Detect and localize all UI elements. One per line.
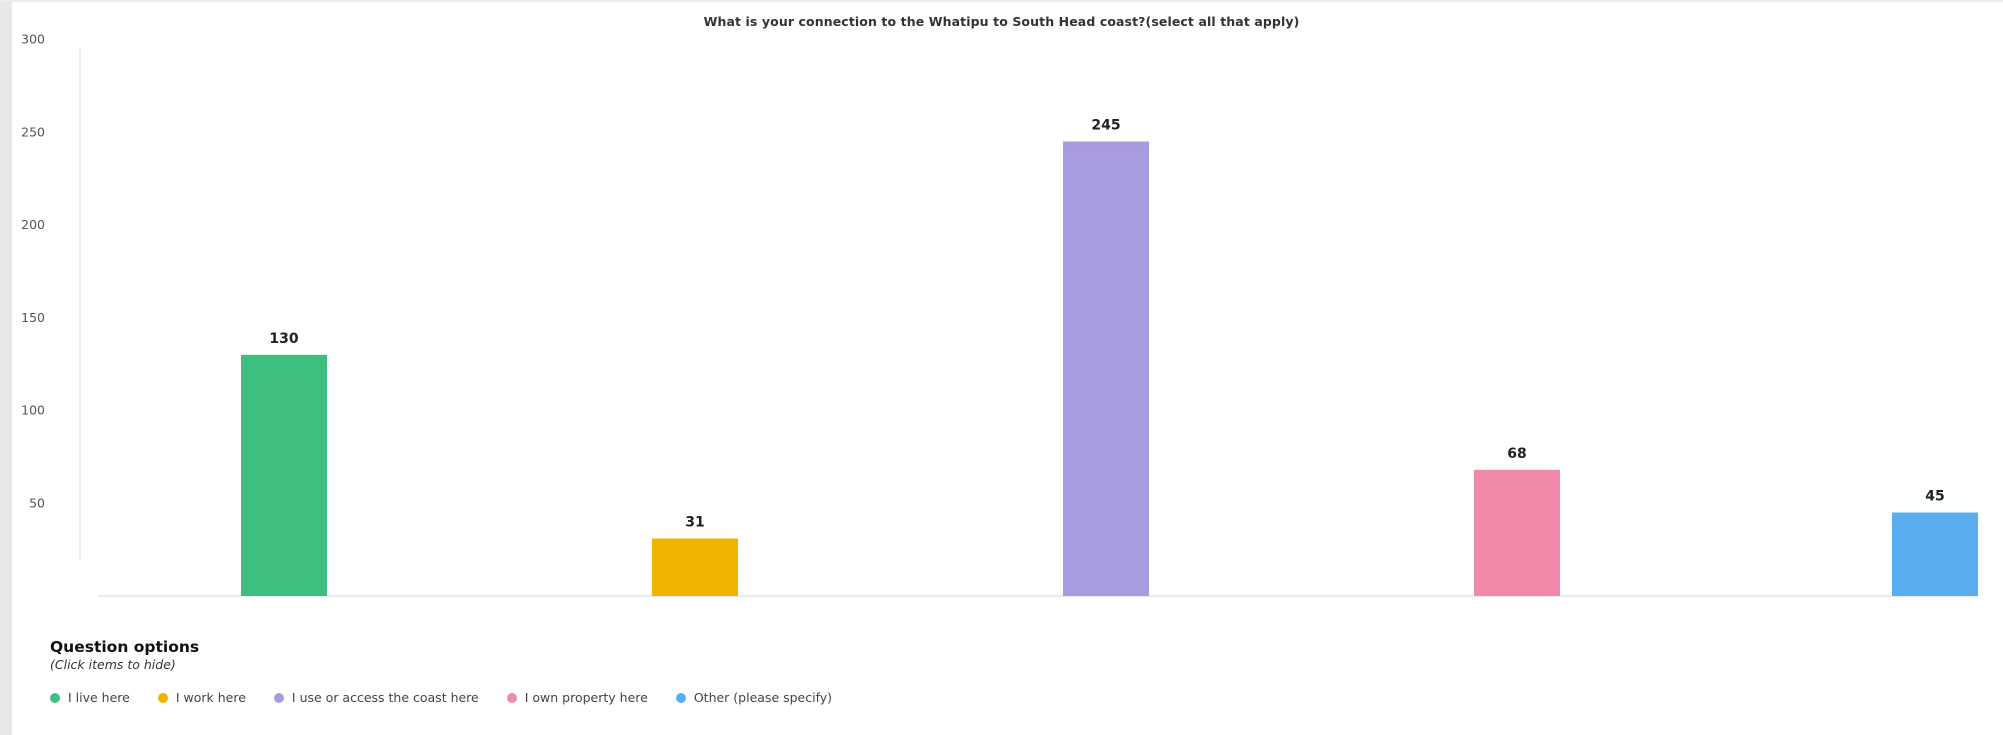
data-label: 245 — [1091, 118, 1120, 134]
legend-swatch-icon — [675, 692, 686, 703]
legend-label: Other (please specify) — [693, 690, 833, 705]
bar-top-edge — [241, 354, 327, 358]
y-tick-label: 200 — [21, 217, 45, 232]
legend-item[interactable]: I work here — [157, 690, 246, 705]
y-tick-label: 250 — [21, 124, 45, 139]
legend-swatch-icon — [273, 692, 284, 703]
legend: Question options (Click items to hide) I… — [50, 638, 832, 705]
legend-swatch-icon — [506, 692, 517, 703]
legend-swatch-icon — [50, 692, 60, 703]
data-label: 31 — [685, 514, 704, 530]
legend-item[interactable]: Other (please specify) — [675, 690, 833, 705]
bar-top-edge — [1063, 141, 1149, 145]
bar-chart: 50 100 150 200 250 300 130 31 245 68 45 — [21, 32, 1978, 597]
y-tick-label: 50 — [29, 495, 45, 510]
legend-item[interactable]: I use or access the coast here — [273, 690, 479, 705]
bar — [1892, 512, 1978, 596]
legend-items: I live here I work here I use or access th… — [50, 690, 860, 705]
legend-item[interactable]: I live here — [50, 690, 130, 705]
data-label: 45 — [1925, 489, 1944, 505]
legend-label: I live here — [68, 690, 130, 705]
bar-top-edge — [652, 538, 738, 542]
legend-label: I own property here — [524, 690, 648, 705]
data-label: 68 — [1507, 446, 1526, 462]
left-border — [0, 0, 12, 735]
bar — [1063, 141, 1149, 596]
bar — [652, 538, 738, 596]
y-tick-label: 300 — [21, 32, 45, 47]
bar — [1474, 469, 1560, 596]
legend-swatch-icon — [157, 692, 168, 703]
y-tick-label: 150 — [21, 310, 45, 325]
legend-item[interactable]: I own property here — [506, 690, 648, 705]
bar-top-edge — [1474, 469, 1560, 473]
bar — [241, 354, 327, 596]
legend-label: I work here — [175, 690, 246, 705]
chart-title: What is your connection to the Whatipu t… — [703, 14, 1300, 29]
y-tick-label: 100 — [21, 403, 45, 418]
legend-title: Question options — [50, 638, 200, 656]
legend-subtitle: (Click items to hide) — [50, 657, 176, 672]
legend-label: I use or access the coast here — [291, 690, 479, 705]
bar-top-edge — [1892, 512, 1978, 516]
data-label: 130 — [269, 331, 298, 347]
top-border — [0, 0, 2003, 2]
